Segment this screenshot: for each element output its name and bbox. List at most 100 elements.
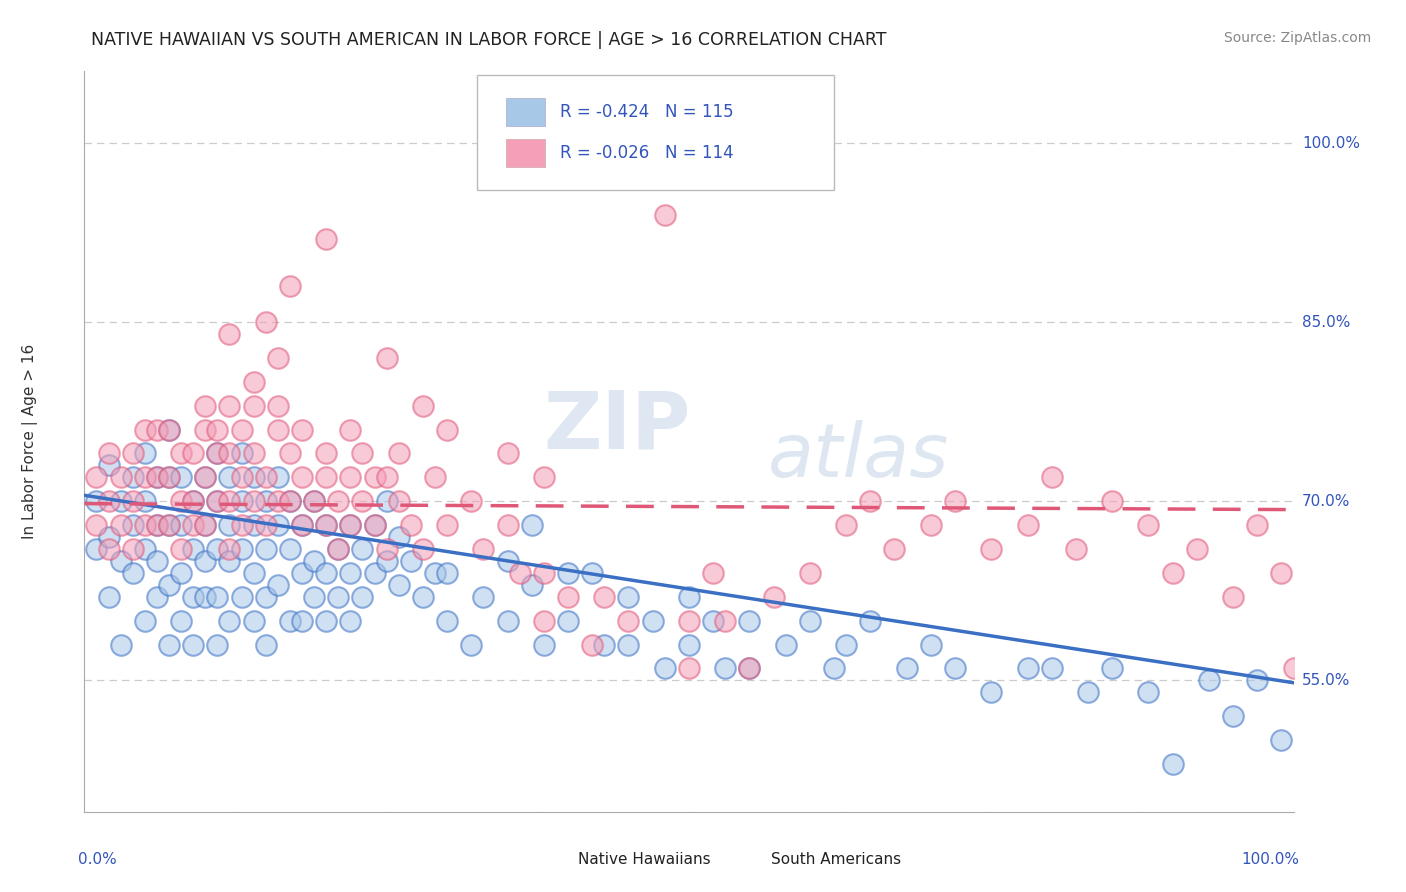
Point [170,470,193,484]
Point [460,494,482,508]
Point [291,518,314,533]
Point [315,518,337,533]
Point [181,638,204,652]
Point [254,470,277,484]
Point [231,518,253,533]
FancyBboxPatch shape [478,75,834,190]
Point [242,518,264,533]
Point [194,470,217,484]
Point [207,541,229,556]
Point [315,231,337,245]
Point [86,518,108,533]
Point [146,470,169,484]
Point [218,518,240,533]
Point [1101,494,1123,508]
Point [302,494,325,508]
Point [194,554,217,568]
Point [181,494,204,508]
Point [436,566,458,580]
Point [218,399,240,413]
Point [1222,709,1244,723]
Text: R = -0.424   N = 115: R = -0.424 N = 115 [560,103,733,121]
Point [207,423,229,437]
Point [339,470,361,484]
Point [267,470,290,484]
Point [146,423,169,437]
Point [207,446,229,460]
Point [97,458,120,473]
Point [97,446,120,460]
Point [363,518,385,533]
Point [267,399,290,413]
Point [738,614,761,628]
Point [557,566,579,580]
Point [412,590,434,604]
Point [181,494,204,508]
Point [423,470,446,484]
Point [617,638,640,652]
Point [1040,661,1063,675]
Point [254,315,277,329]
Point [1246,518,1268,533]
Point [157,470,180,484]
Point [291,566,314,580]
Point [775,638,797,652]
Point [315,614,337,628]
Point [460,638,482,652]
Point [278,541,301,556]
Point [1077,685,1099,699]
Point [181,446,204,460]
Point [714,614,737,628]
Text: NATIVE HAWAIIAN VS SOUTH AMERICAN IN LABOR FORCE | AGE > 16 CORRELATION CHART: NATIVE HAWAIIAN VS SOUTH AMERICAN IN LAB… [91,31,887,49]
Point [375,541,398,556]
Point [943,494,966,508]
Point [231,470,253,484]
Point [218,494,240,508]
Point [194,423,217,437]
Point [170,541,193,556]
Point [231,423,253,437]
Point [218,470,240,484]
Point [533,614,555,628]
Point [302,494,325,508]
Point [363,566,385,580]
Point [520,518,543,533]
Text: Native Hawaiians: Native Hawaiians [578,853,710,867]
Point [157,638,180,652]
Point [678,590,700,604]
Point [1137,685,1160,699]
Point [1270,566,1292,580]
Point [375,351,398,365]
Point [110,518,132,533]
Text: R = -0.026   N = 114: R = -0.026 N = 114 [560,144,733,161]
Point [134,518,156,533]
Point [388,578,411,592]
Point [472,541,495,556]
Point [835,518,858,533]
Point [218,446,240,460]
FancyBboxPatch shape [725,849,762,871]
FancyBboxPatch shape [531,849,568,871]
Point [134,470,156,484]
Point [170,518,193,533]
Point [678,638,700,652]
Point [231,494,253,508]
Text: Source: ZipAtlas.com: Source: ZipAtlas.com [1223,31,1371,45]
Point [738,661,761,675]
Point [436,423,458,437]
Point [1040,470,1063,484]
Point [302,590,325,604]
Point [218,541,240,556]
Point [207,446,229,460]
Point [533,470,555,484]
Point [859,494,882,508]
Point [762,590,785,604]
Point [496,518,519,533]
Point [1246,673,1268,688]
Point [291,518,314,533]
Point [315,518,337,533]
Point [157,423,180,437]
Text: 0.0%: 0.0% [79,853,117,867]
Point [896,661,918,675]
Point [242,399,264,413]
